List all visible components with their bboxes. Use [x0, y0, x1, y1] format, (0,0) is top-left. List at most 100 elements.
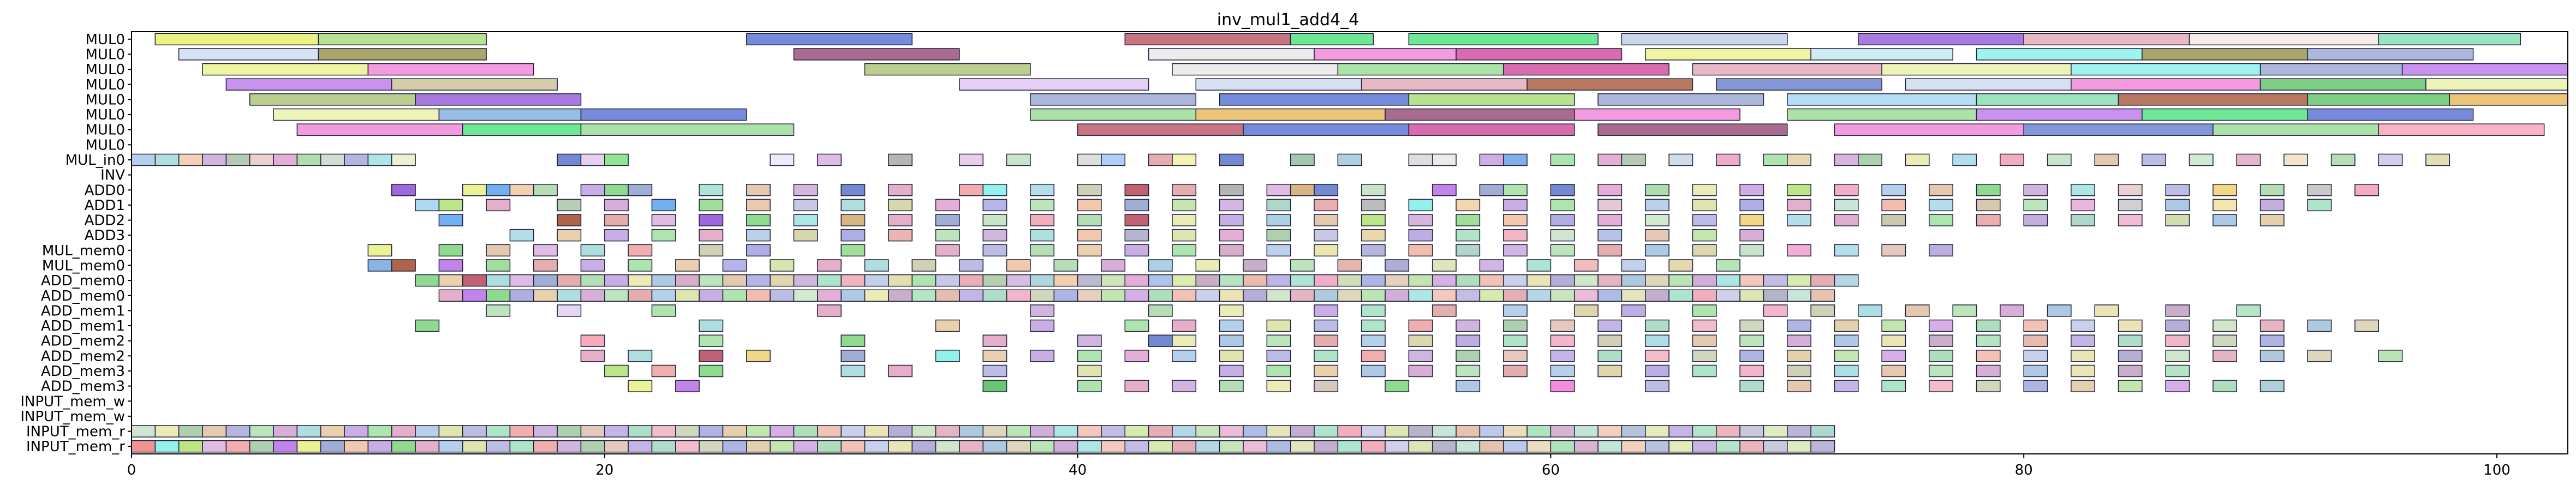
task-cell	[1124, 319, 1149, 332]
task-cell	[557, 153, 582, 166]
task-cell	[1006, 289, 1031, 302]
task-cell	[651, 289, 676, 302]
task-cell	[1834, 364, 1859, 378]
task-cell	[1573, 289, 1599, 302]
task-cell	[1077, 425, 1102, 438]
y-tick-label: INV	[100, 167, 125, 184]
task-bar	[2449, 93, 2568, 106]
task-cell	[864, 259, 889, 272]
task-cell	[391, 153, 416, 166]
task-cell	[1858, 304, 1882, 317]
task-cell	[935, 244, 960, 257]
task-cell	[225, 440, 251, 453]
task-cell	[651, 229, 676, 242]
task-cell	[2165, 183, 2190, 196]
task-cell	[1030, 183, 1055, 196]
task-cell	[2118, 199, 2143, 212]
task-bar	[2425, 78, 2568, 91]
x-tick-label: 100	[2483, 462, 2511, 478]
task-cell	[1716, 289, 1740, 302]
task-cell	[2213, 199, 2237, 212]
task-cell	[178, 440, 203, 453]
task-cell	[888, 274, 913, 287]
task-cell	[1314, 319, 1339, 332]
task-cell	[1053, 440, 1078, 453]
task-cell	[438, 244, 463, 257]
task-cell	[982, 183, 1007, 196]
task-cell	[2165, 214, 2190, 226]
task-cell	[959, 259, 983, 272]
task-cell	[699, 274, 724, 287]
task-cell	[793, 183, 818, 196]
task-cell	[2236, 304, 2261, 317]
task-cell	[1266, 289, 1291, 302]
task-cell	[1219, 244, 1244, 257]
bars-layer	[154, 33, 2568, 136]
task-cell	[1834, 199, 1859, 212]
task-cell	[1621, 289, 1646, 302]
task-cell	[1408, 229, 1433, 242]
task-cell	[2118, 350, 2143, 362]
task-cell	[1290, 153, 1315, 166]
task-cell	[154, 440, 180, 453]
task-cell	[2023, 334, 2048, 347]
task-cell	[982, 214, 1007, 226]
task-bar	[2259, 63, 2403, 76]
task-cell	[888, 153, 913, 166]
task-cell	[1195, 289, 1220, 302]
task-cell	[2142, 153, 2166, 166]
task-cell	[840, 214, 866, 226]
task-cell	[1692, 274, 1717, 287]
task-cell	[1219, 153, 1244, 166]
task-cell	[604, 153, 629, 166]
task-bar	[864, 63, 1031, 76]
task-cell	[959, 440, 983, 453]
task-cell	[1502, 289, 1528, 302]
task-cell	[1266, 244, 1291, 257]
task-cell	[1834, 334, 1859, 347]
task-cell	[2307, 183, 2332, 196]
task-cell	[1787, 380, 1811, 392]
task-bar	[1834, 123, 2024, 136]
task-cell	[1929, 350, 1953, 362]
task-cell	[509, 229, 534, 242]
task-cell	[1739, 244, 1764, 257]
task-cell	[2165, 319, 2190, 332]
task-cell	[911, 289, 937, 302]
task-cell	[2307, 350, 2332, 362]
task-cell	[1172, 153, 1197, 166]
task-cell	[1219, 199, 1244, 212]
task-cell	[1361, 440, 1386, 453]
task-cell	[840, 350, 866, 362]
task-cell	[793, 440, 818, 453]
task-bar	[746, 33, 913, 46]
task-cell	[1172, 214, 1197, 226]
task-cell	[1006, 274, 1031, 287]
task-bar	[1502, 63, 1669, 76]
task-cell	[1266, 214, 1291, 226]
task-cell	[249, 425, 274, 438]
task-cell	[982, 425, 1007, 438]
task-cell	[1314, 229, 1339, 242]
y-tick-label: MUL_mem0	[42, 243, 125, 259]
task-cell	[699, 440, 724, 453]
task-cell	[1668, 425, 1694, 438]
y-tick-label: MUL0	[86, 107, 126, 123]
task-cell	[1219, 364, 1244, 378]
task-cell	[1077, 199, 1102, 212]
task-cell	[2425, 153, 2450, 166]
task-cell	[1030, 319, 1055, 332]
task-cell	[1502, 229, 1528, 242]
task-cell	[1432, 304, 1457, 317]
task-cell	[462, 440, 487, 453]
task-cell	[1739, 229, 1764, 242]
task-cell	[1314, 274, 1339, 287]
y-tick-label: ADD_mem1	[41, 303, 125, 319]
task-cell	[1479, 425, 1504, 438]
task-cell	[770, 289, 795, 302]
task-cell	[1314, 334, 1339, 347]
task-cell	[1361, 319, 1386, 332]
task-cell	[935, 319, 960, 332]
task-bar	[959, 78, 1149, 91]
task-bar	[1219, 93, 1410, 106]
